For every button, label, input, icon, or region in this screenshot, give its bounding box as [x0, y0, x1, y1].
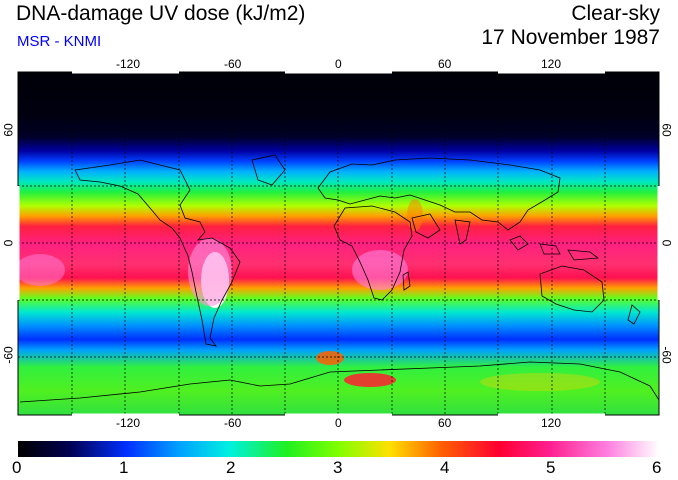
map-title: DNA-damage UV dose (kJ/m2) — [16, 2, 306, 25]
map-subtitle: MSR - KNMI — [17, 33, 102, 50]
lon-tick-top: 120 — [541, 57, 562, 71]
lon-tick-top: 60 — [438, 57, 452, 71]
colorbar — [18, 441, 659, 457]
lon-tick-top: -60 — [224, 57, 242, 71]
lat-tick-left: 0 — [1, 239, 16, 247]
lon-tick-bottom: -120 — [116, 416, 141, 430]
lat-tick-left: 60 — [1, 123, 16, 137]
colorbar-label: 6 — [652, 458, 662, 477]
lon-tick-bottom: 0 — [335, 416, 342, 430]
colorbar-label: 3 — [333, 458, 343, 477]
colorbar-label: 1 — [119, 458, 129, 477]
sky-condition: Clear-sky — [571, 2, 660, 25]
graticule — [18, 72, 659, 415]
colorbar-label: 4 — [440, 458, 450, 477]
map-date: 17 November 1987 — [481, 26, 660, 49]
coastlines — [19, 154, 659, 403]
colorbar-label: 5 — [546, 458, 556, 477]
lon-tick-top: 0 — [335, 57, 342, 71]
lon-tick-bottom: 60 — [438, 416, 452, 430]
colorbar-label: 0 — [12, 458, 22, 477]
lat-tick-right: 60 — [659, 123, 674, 137]
lon-tick-bottom: -60 — [224, 416, 242, 430]
lat-tick-left: -60 — [1, 346, 16, 364]
map-frame — [16, 70, 661, 417]
lon-tick-top: -120 — [116, 57, 141, 71]
lon-tick-bottom: 120 — [541, 416, 562, 430]
lat-tick-right: -60 — [659, 346, 674, 364]
lat-tick-right: 0 — [659, 239, 674, 247]
colorbar-label: 2 — [226, 458, 236, 477]
